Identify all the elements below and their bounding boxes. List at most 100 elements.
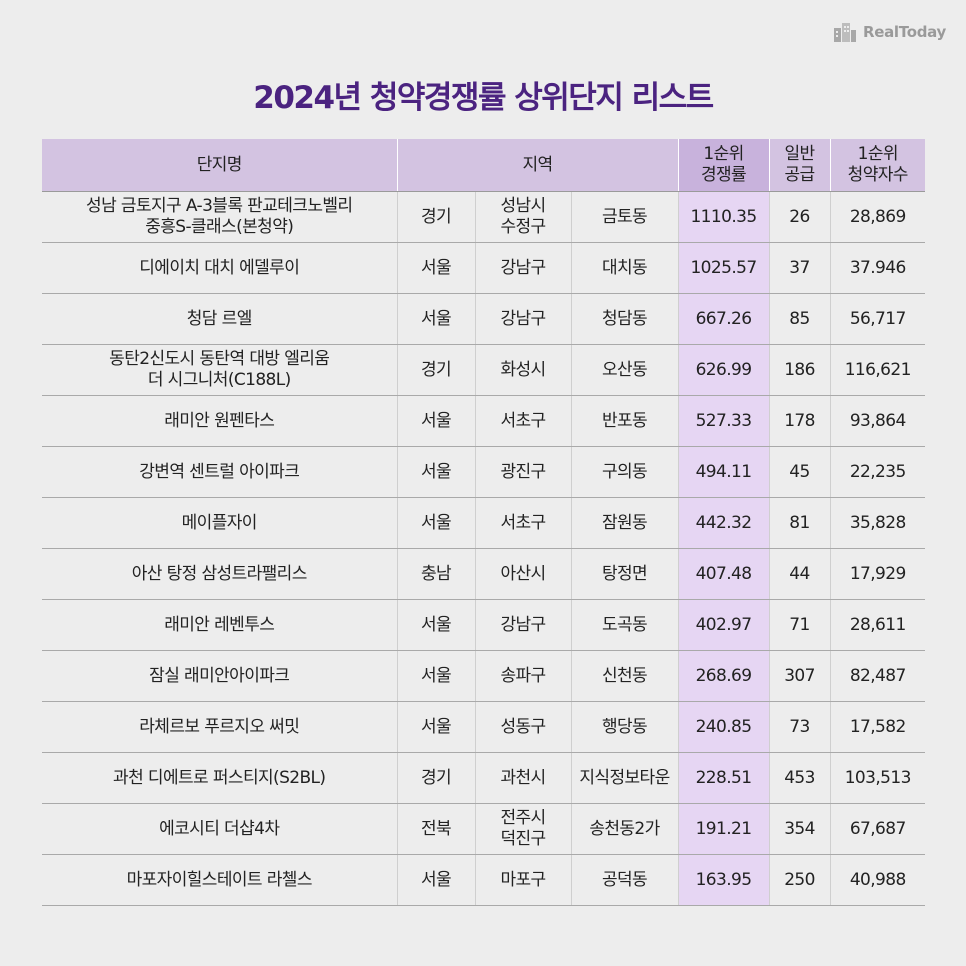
cell-general-supply: 45 xyxy=(769,446,831,498)
table-row: 청담 르엘 서울 강남구 청담동 667.26 85 56,717 xyxy=(42,293,926,345)
table-row: 강변역 센트럴 아이파크 서울 광진구 구의동 494.11 45 22,235 xyxy=(42,446,926,498)
cell-applicant-count: 116,621 xyxy=(830,344,926,396)
brand-name: RealToday xyxy=(862,23,946,41)
cell-region-province: 서울 xyxy=(397,599,476,651)
cell-competition-rate: 163.95 xyxy=(678,854,770,906)
cell-general-supply: 453 xyxy=(769,752,831,804)
cell-competition-rate: 527.33 xyxy=(678,395,770,447)
table-row: 에코시티 더샵4차 전북 전주시 덕진구 송천동2가 191.21 354 67,687 xyxy=(42,803,926,855)
table-row: 아산 탕정 삼성트라팰리스 충남 아산시 탕정면 407.48 44 17,929 xyxy=(42,548,926,600)
cell-region-province: 경기 xyxy=(397,752,476,804)
cell-applicant-count: 17,929 xyxy=(830,548,926,600)
cell-general-supply: 307 xyxy=(769,650,831,702)
cell-region-district: 반포동 xyxy=(571,395,679,447)
cell-region-city: 화성시 xyxy=(475,344,572,396)
cell-region-district: 행당동 xyxy=(571,701,679,753)
cell-applicant-count: 67,687 xyxy=(830,803,926,855)
cell-general-supply: 26 xyxy=(769,191,831,243)
cell-competition-rate: 191.21 xyxy=(678,803,770,855)
cell-complex-name: 과천 디에트로 퍼스티지(S2BL) xyxy=(42,752,398,804)
cell-complex-name: 동탄2신도시 동탄역 대방 엘리움 더 시그니처(C188L) xyxy=(42,344,398,396)
cell-applicant-count: 35,828 xyxy=(830,497,926,549)
cell-applicant-count: 40,988 xyxy=(830,854,926,906)
table-row: 동탄2신도시 동탄역 대방 엘리움 더 시그니처(C188L) 경기 화성시 오산동 6… xyxy=(42,344,926,396)
table-row: 디에이치 대치 에델루이 서울 강남구 대치동 1025.57 37 37.946 xyxy=(42,242,926,294)
table-row: 래미안 레벤투스 서울 강남구 도곡동 402.97 71 28,611 xyxy=(42,599,926,651)
table-header-row: 단지명 지역 1순위 경쟁률 일반 공급 1순위 청약자수 xyxy=(42,139,926,192)
cell-region-city: 강남구 xyxy=(475,599,572,651)
table-row: 과천 디에트로 퍼스티지(S2BL) 경기 과천시 지식정보타운 228.51 453 10… xyxy=(42,752,926,804)
cell-applicant-count: 82,487 xyxy=(830,650,926,702)
ranking-table: 단지명 지역 1순위 경쟁률 일반 공급 1순위 청약자수 성남 금토지구 A-… xyxy=(42,139,926,906)
cell-applicant-count: 17,582 xyxy=(830,701,926,753)
cell-competition-rate: 626.99 xyxy=(678,344,770,396)
cell-region-district: 구의동 xyxy=(571,446,679,498)
header-complex-name: 단지명 xyxy=(42,139,398,192)
brand-logo: RealToday xyxy=(832,20,946,44)
cell-competition-rate: 442.32 xyxy=(678,497,770,549)
cell-applicant-count: 28,869 xyxy=(830,191,926,243)
cell-applicant-count: 28,611 xyxy=(830,599,926,651)
cell-competition-rate: 407.48 xyxy=(678,548,770,600)
cell-region-province: 서울 xyxy=(397,242,476,294)
cell-region-district: 신천동 xyxy=(571,650,679,702)
cell-region-province: 서울 xyxy=(397,293,476,345)
cell-general-supply: 186 xyxy=(769,344,831,396)
cell-competition-rate: 667.26 xyxy=(678,293,770,345)
cell-region-city: 강남구 xyxy=(475,293,572,345)
cell-region-province: 서울 xyxy=(397,854,476,906)
cell-region-province: 서울 xyxy=(397,497,476,549)
building-logo-icon xyxy=(833,23,856,42)
cell-region-district: 탕정면 xyxy=(571,548,679,600)
cell-competition-rate: 228.51 xyxy=(678,752,770,804)
cell-competition-rate: 268.69 xyxy=(678,650,770,702)
cell-region-district: 도곡동 xyxy=(571,599,679,651)
cell-region-province: 서울 xyxy=(397,395,476,447)
cell-competition-rate: 240.85 xyxy=(678,701,770,753)
cell-complex-name: 마포자이힐스테이트 라첼스 xyxy=(42,854,398,906)
cell-region-province: 충남 xyxy=(397,548,476,600)
header-competition-rate: 1순위 경쟁률 xyxy=(678,139,770,192)
table-row: 라체르보 푸르지오 써밋 서울 성동구 행당동 240.85 73 17,582 xyxy=(42,701,926,753)
cell-general-supply: 250 xyxy=(769,854,831,906)
page-title: 2024년 청약경쟁률 상위단지 리스트 xyxy=(253,80,714,116)
cell-competition-rate: 402.97 xyxy=(678,599,770,651)
cell-competition-rate: 1110.35 xyxy=(678,191,770,243)
cell-complex-name: 성남 금토지구 A-3블록 판교테크노벨리 중흥S-클래스(본청약) xyxy=(42,191,398,243)
cell-region-city: 전주시 덕진구 xyxy=(475,803,572,855)
cell-complex-name: 에코시티 더샵4차 xyxy=(42,803,398,855)
cell-complex-name: 강변역 센트럴 아이파크 xyxy=(42,446,398,498)
cell-complex-name: 디에이치 대치 에델루이 xyxy=(42,242,398,294)
cell-general-supply: 178 xyxy=(769,395,831,447)
cell-complex-name: 래미안 레벤투스 xyxy=(42,599,398,651)
cell-region-city: 강남구 xyxy=(475,242,572,294)
cell-applicant-count: 103,513 xyxy=(830,752,926,804)
cell-complex-name: 청담 르엘 xyxy=(42,293,398,345)
cell-applicant-count: 37.946 xyxy=(830,242,926,294)
cell-region-province: 전북 xyxy=(397,803,476,855)
cell-general-supply: 81 xyxy=(769,497,831,549)
cell-complex-name: 라체르보 푸르지오 써밋 xyxy=(42,701,398,753)
cell-complex-name: 잠실 래미안아이파크 xyxy=(42,650,398,702)
cell-region-province: 경기 xyxy=(397,191,476,243)
cell-region-district: 지식정보타운 xyxy=(571,752,679,804)
cell-region-province: 서울 xyxy=(397,701,476,753)
cell-region-district: 잠원동 xyxy=(571,497,679,549)
cell-region-district: 금토동 xyxy=(571,191,679,243)
cell-applicant-count: 56,717 xyxy=(830,293,926,345)
cell-region-city: 서초구 xyxy=(475,497,572,549)
cell-region-city: 광진구 xyxy=(475,446,572,498)
cell-region-city: 성남시 수정구 xyxy=(475,191,572,243)
table-row: 메이플자이 서울 서초구 잠원동 442.32 81 35,828 xyxy=(42,497,926,549)
cell-region-province: 서울 xyxy=(397,650,476,702)
cell-region-city: 서초구 xyxy=(475,395,572,447)
header-applicants: 1순위 청약자수 xyxy=(830,139,926,192)
header-region: 지역 xyxy=(397,139,679,192)
cell-region-district: 대치동 xyxy=(571,242,679,294)
cell-region-district: 오산동 xyxy=(571,344,679,396)
cell-region-province: 서울 xyxy=(397,446,476,498)
cell-region-district: 청담동 xyxy=(571,293,679,345)
table-row: 마포자이힐스테이트 라첼스 서울 마포구 공덕동 163.95 250 40,988 xyxy=(42,854,926,906)
cell-general-supply: 71 xyxy=(769,599,831,651)
cell-applicant-count: 22,235 xyxy=(830,446,926,498)
